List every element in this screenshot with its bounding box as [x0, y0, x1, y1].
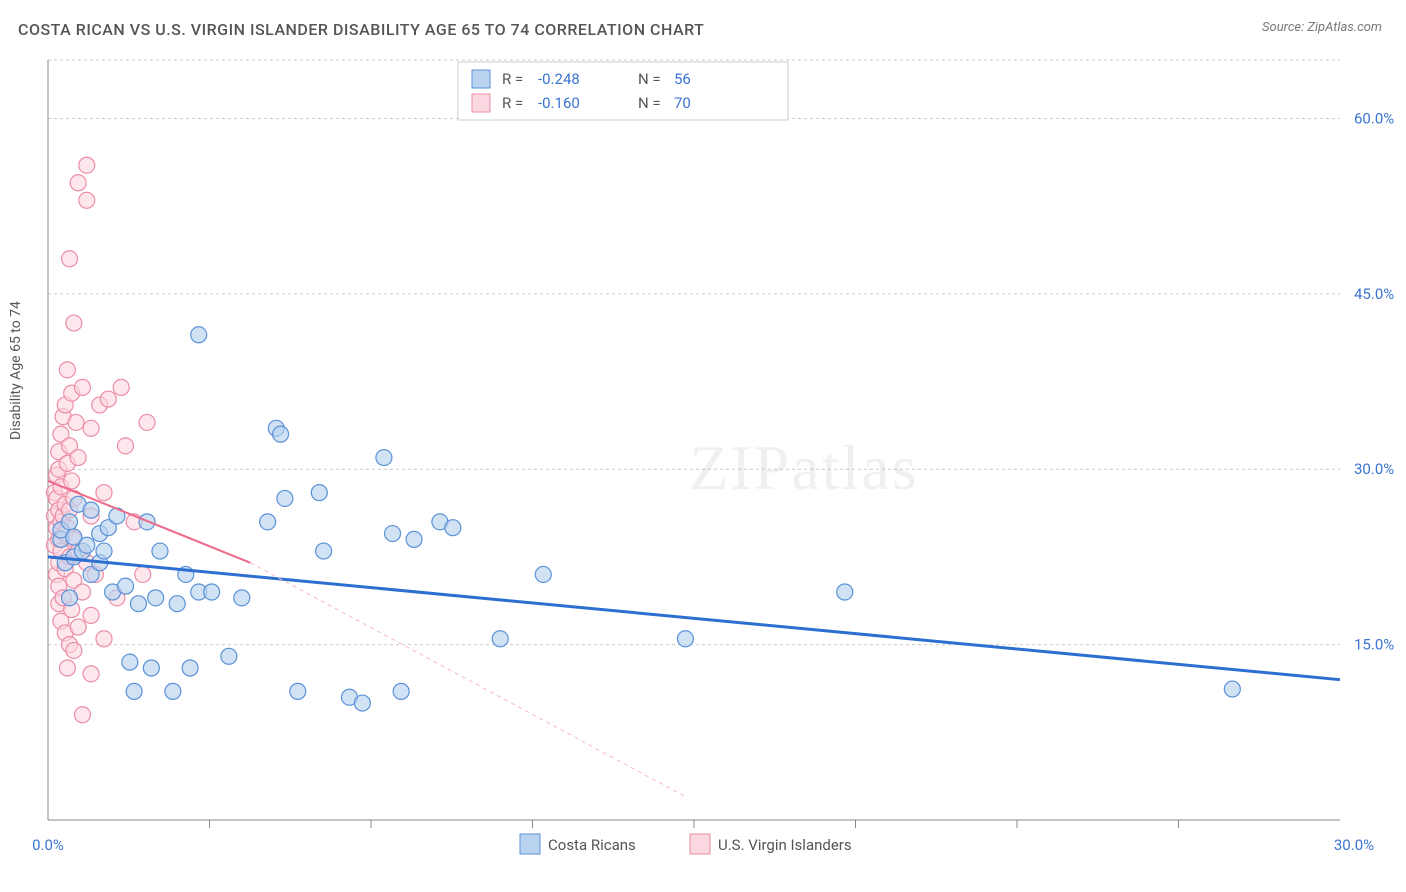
data-point [385, 526, 401, 542]
data-point [143, 660, 159, 676]
data-point [130, 596, 146, 612]
legend-swatch-blue [472, 70, 490, 88]
data-point [83, 502, 99, 518]
data-point [221, 648, 237, 664]
data-point [83, 420, 99, 436]
data-point [79, 157, 95, 173]
data-point [677, 631, 693, 647]
data-point [83, 666, 99, 682]
data-point [100, 391, 116, 407]
data-point [59, 362, 75, 378]
chart-container: COSTA RICAN VS U.S. VIRGIN ISLANDER DISA… [0, 0, 1406, 892]
legend-n-label: N = [638, 70, 661, 88]
data-point [837, 584, 853, 600]
data-point [66, 642, 82, 658]
data-point [535, 566, 551, 582]
data-point [492, 631, 508, 647]
data-point [376, 450, 392, 466]
legend-n-value-pink: 70 [674, 94, 691, 112]
y-tick-label: 45.0% [1354, 285, 1394, 303]
data-point [79, 192, 95, 208]
legend-r-label: R = [502, 70, 523, 88]
data-point [96, 543, 112, 559]
data-point [70, 175, 86, 191]
legend-n-label: N = [638, 94, 661, 112]
bottom-legend-label-blue: Costa Ricans [548, 836, 636, 854]
trend-line-blue [48, 557, 1340, 680]
data-point [59, 660, 75, 676]
watermark: ZIPatlas [689, 432, 918, 503]
y-tick-label: 60.0% [1354, 109, 1394, 127]
data-point [273, 426, 289, 442]
data-point [393, 683, 409, 699]
data-point [135, 566, 151, 582]
x-tick-label: 30.0% [1334, 836, 1374, 854]
data-point [70, 450, 86, 466]
legend-swatch-pink [472, 94, 490, 112]
data-point [83, 607, 99, 623]
x-tick-label: 0.0% [32, 836, 64, 854]
data-point [79, 537, 95, 553]
data-point [62, 590, 78, 606]
data-point [182, 660, 198, 676]
legend-n-value-blue: 56 [674, 70, 691, 88]
y-tick-label: 30.0% [1354, 460, 1394, 478]
data-point [169, 596, 185, 612]
data-point [277, 490, 293, 506]
legend-r-value-blue: -0.248 [538, 70, 580, 88]
data-point [64, 473, 80, 489]
data-point [74, 379, 90, 395]
data-point [311, 485, 327, 501]
data-point [260, 514, 276, 530]
data-point [152, 543, 168, 559]
data-point [68, 414, 84, 430]
data-point [62, 514, 78, 530]
bottom-legend-swatch-blue [520, 834, 540, 854]
data-point [139, 414, 155, 430]
legend-r-value-pink: -0.160 [538, 94, 580, 112]
data-point [1224, 681, 1240, 697]
data-point [445, 520, 461, 536]
data-point [66, 315, 82, 331]
y-tick-label: 15.0% [1354, 636, 1394, 654]
legend-r-label: R = [502, 94, 523, 112]
data-point [118, 578, 134, 594]
data-point [148, 590, 164, 606]
data-point [113, 379, 129, 395]
data-point [316, 543, 332, 559]
data-point [165, 683, 181, 699]
data-point [354, 695, 370, 711]
data-point [126, 683, 142, 699]
bottom-legend-swatch-pink [690, 834, 710, 854]
data-point [204, 584, 220, 600]
data-point [96, 485, 112, 501]
data-point [234, 590, 250, 606]
data-point [406, 531, 422, 547]
data-point [62, 251, 78, 267]
scatter-chart: ZIPatlas R = -0.248 N = 56 R = -0.160 N = 70 Co… [0, 0, 1406, 892]
data-point [74, 707, 90, 723]
bottom-legend-label-pink: U.S. Virgin Islanders [718, 836, 852, 854]
data-point [191, 327, 207, 343]
data-point [290, 683, 306, 699]
data-point [96, 631, 112, 647]
data-point [122, 654, 138, 670]
data-point [118, 438, 134, 454]
data-point [70, 619, 86, 635]
